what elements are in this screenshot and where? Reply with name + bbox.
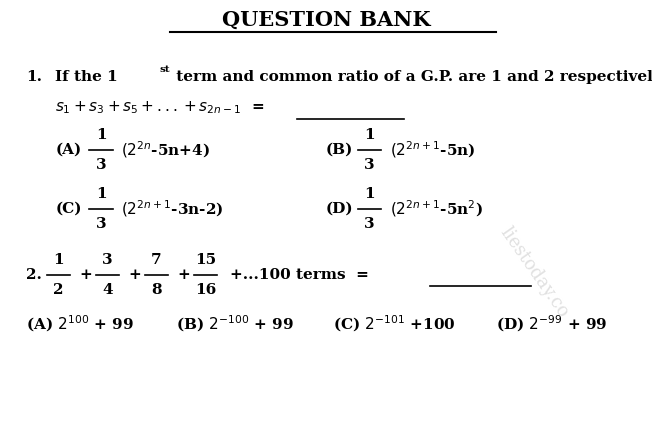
Text: 4: 4 (102, 283, 113, 297)
Text: 7: 7 (151, 253, 162, 267)
Text: $(2^{2n}$-5n+4): $(2^{2n}$-5n+4) (121, 139, 209, 160)
Text: 1: 1 (96, 187, 106, 201)
Text: 3: 3 (96, 217, 106, 231)
Text: +: + (80, 268, 93, 282)
Text: st: st (160, 65, 170, 73)
Text: 1: 1 (53, 253, 64, 267)
Text: 3: 3 (96, 158, 106, 172)
Text: $(2^{2n+1}$-3n-2): $(2^{2n+1}$-3n-2) (121, 198, 223, 220)
Text: (D): (D) (326, 202, 353, 216)
Text: 1: 1 (96, 128, 106, 142)
Text: $s_1 + s_3 + s_5 +...+ s_{2n-1}$  =: $s_1 + s_3 + s_5 +...+ s_{2n-1}$ = (55, 99, 265, 116)
Text: QUESTION BANK: QUESTION BANK (222, 10, 430, 30)
Text: liestoday.co: liestoday.co (497, 224, 572, 322)
Text: (C) $2^{-101}$ +100: (C) $2^{-101}$ +100 (333, 313, 455, 334)
Text: 8: 8 (151, 283, 162, 297)
Text: $(2^{2n+1}$-5n): $(2^{2n+1}$-5n) (390, 139, 475, 160)
Text: 15: 15 (195, 253, 216, 267)
Text: (D) $2^{-99}$ + 99: (D) $2^{-99}$ + 99 (496, 313, 607, 334)
Text: 3: 3 (102, 253, 113, 267)
Text: (B): (B) (326, 143, 353, 157)
Text: +...100 terms  =: +...100 terms = (230, 268, 369, 282)
Text: +: + (177, 268, 190, 282)
Text: 2: 2 (53, 283, 64, 297)
Text: +: + (128, 268, 141, 282)
Text: 2.: 2. (26, 268, 42, 282)
Text: (A) $2^{100}$ + 99: (A) $2^{100}$ + 99 (26, 313, 134, 334)
Text: 16: 16 (195, 283, 216, 297)
Text: (A): (A) (55, 143, 82, 157)
Text: term and common ratio of a G.P. are 1 and 2 respectively then: term and common ratio of a G.P. are 1 an… (171, 70, 652, 84)
Text: If the 1: If the 1 (55, 70, 118, 84)
Text: (C): (C) (55, 202, 82, 216)
Text: 3: 3 (364, 217, 375, 231)
Text: 1: 1 (364, 128, 375, 142)
Text: $(2^{2n+1}$-5n$^2$): $(2^{2n+1}$-5n$^2$) (390, 198, 482, 220)
Text: 3: 3 (364, 158, 375, 172)
Text: 1.: 1. (26, 70, 42, 84)
Text: 1: 1 (364, 187, 375, 201)
Text: (B) $2^{-100}$ + 99: (B) $2^{-100}$ + 99 (176, 313, 294, 334)
